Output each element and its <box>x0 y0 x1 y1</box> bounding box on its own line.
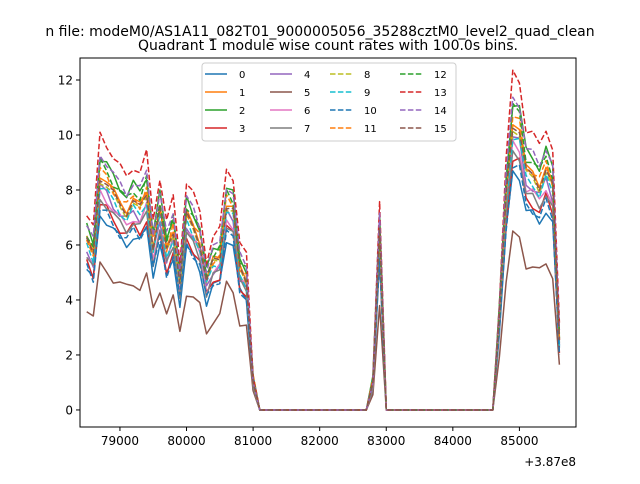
legend-label: 8 <box>364 70 370 81</box>
series-line-0 <box>86 170 561 411</box>
x-tick-label: 82000 <box>301 434 339 448</box>
series-line-9 <box>85 137 561 411</box>
series-line-8 <box>86 130 561 411</box>
x-offset-label: +3.87e8 <box>524 455 576 469</box>
plot-lines <box>85 69 561 411</box>
series-line-15 <box>86 127 561 411</box>
y-tick-label: 6 <box>65 238 73 252</box>
series-line-4 <box>86 136 561 411</box>
x-tick-label: 84000 <box>434 434 472 448</box>
series-line-3 <box>85 157 561 411</box>
legend-box <box>201 62 457 142</box>
legend-label: 15 <box>434 124 447 135</box>
legend-label: 0 <box>239 70 245 81</box>
x-tick-label: 80000 <box>167 434 205 448</box>
legend-label: 12 <box>434 70 447 81</box>
legend-label: 10 <box>364 106 377 117</box>
legend-label: 13 <box>434 88 447 99</box>
legend-label: 4 <box>304 70 310 81</box>
y-tick-label: 0 <box>65 403 73 417</box>
series-line-10 <box>85 163 561 411</box>
x-tick-label: 79000 <box>101 434 139 448</box>
series-line-7 <box>86 150 561 411</box>
y-tick-label: 10 <box>58 128 73 142</box>
series-line-1 <box>86 123 561 411</box>
x-tick-label: 85000 <box>500 434 538 448</box>
series-line-5 <box>86 230 561 411</box>
series-line-6 <box>86 139 561 411</box>
chart-suptitle: n file: modeM0/AS1A11_082T01_9000005056_… <box>45 24 594 40</box>
legend-label: 2 <box>239 106 245 117</box>
legend-label: 6 <box>304 106 310 117</box>
x-tick-label: 83000 <box>367 434 405 448</box>
series-line-14 <box>86 96 561 411</box>
legend-label: 11 <box>364 124 377 135</box>
legend-label: 5 <box>304 88 310 99</box>
series-line-11 <box>86 115 561 411</box>
series-line-2 <box>85 104 561 411</box>
y-tick-label: 2 <box>65 348 73 362</box>
legend-label: 3 <box>239 124 245 135</box>
legend-label: 14 <box>434 106 447 117</box>
x-axis: 79000 80000 81000 82000 83000 84000 85000 <box>101 427 539 448</box>
legend-label: 1 <box>239 88 245 99</box>
y-tick-label: 8 <box>65 183 73 197</box>
axes-frame <box>79 57 577 428</box>
legend-label: 9 <box>364 88 370 99</box>
y-tick-label: 4 <box>65 293 73 307</box>
y-axis: 0 2 4 6 8 10 12 <box>58 73 80 417</box>
x-tick-label: 81000 <box>234 434 272 448</box>
series-line-13 <box>86 69 561 411</box>
legend-label: 7 <box>304 124 310 135</box>
chart-title: Quadrant 1 module wise count rates with … <box>138 38 518 54</box>
y-tick-label: 12 <box>58 73 73 87</box>
